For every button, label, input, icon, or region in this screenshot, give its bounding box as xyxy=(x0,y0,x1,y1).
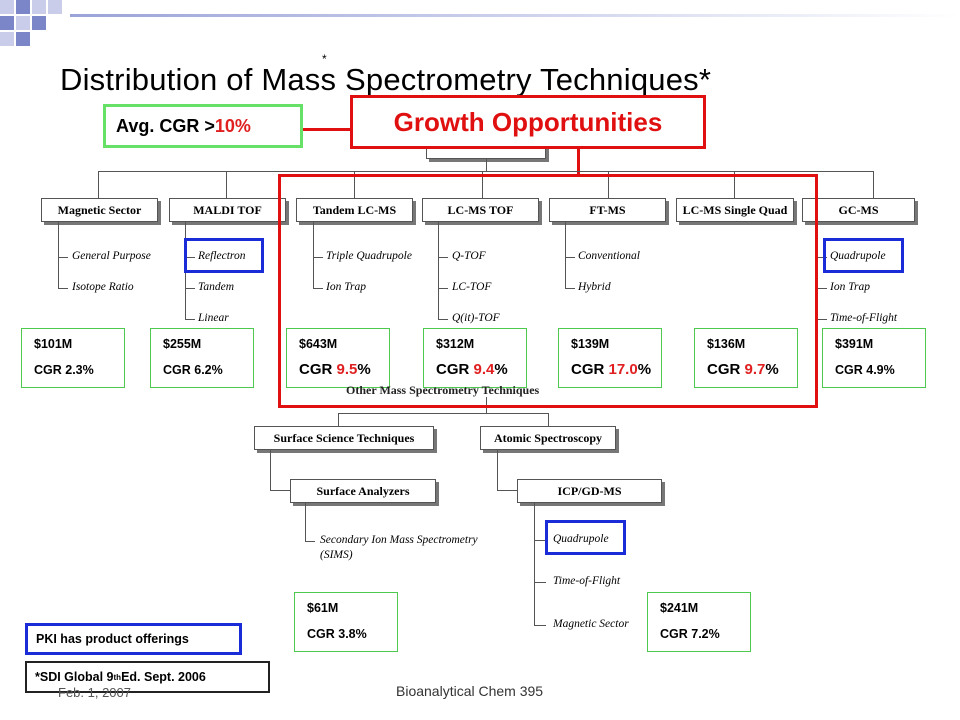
node-icp-gd-ms: ICP/GD-MS xyxy=(517,479,662,503)
footer-date: Feb. 1, 2007 xyxy=(58,685,131,700)
node-atomic-spectroscopy: Atomic Spectroscopy xyxy=(480,426,616,450)
sub-gc-time-of-flight: Time-of-Flight xyxy=(830,312,898,324)
value-lc-ms-single-quad: $136M CGR 9.7% xyxy=(694,328,798,388)
sub-icp-magnetic-sector: Magnetic Sector xyxy=(553,618,629,630)
sub-qit-tof: Q(it)-TOF xyxy=(452,312,500,324)
value-magnetic-sector: $101M CGR 2.3% xyxy=(21,328,125,388)
node-surface-science: Surface Science Techniques xyxy=(254,426,434,450)
sub-isotope-ratio: Isotope Ratio xyxy=(72,281,134,293)
value-tandem-lc-ms: $643M CGR 9.5% xyxy=(286,328,390,388)
node-lc-ms-tof: LC-MS TOF xyxy=(422,198,539,222)
title-marker: * xyxy=(322,52,327,66)
sub-sims-line1: Secondary Ion Mass Spectrometry xyxy=(320,534,478,546)
pki-highlight-gc-quadrupole xyxy=(823,238,904,273)
sub-triple-quadrupole: Triple Quadrupole xyxy=(326,250,412,262)
sub-sims-line2: (SIMS) xyxy=(320,549,353,561)
node-gc-ms: GC-MS xyxy=(802,198,915,222)
value-maldi-tof: $255M CGR 6.2% xyxy=(150,328,254,388)
sub-linear: Linear xyxy=(198,312,229,324)
value-surface: $61M CGR 3.8% xyxy=(294,592,398,652)
value-ft-ms: $139M CGR 17.0% xyxy=(558,328,662,388)
corner-decoration xyxy=(0,0,70,60)
sub-icp-quadrupole: Quadrupole xyxy=(553,533,609,545)
node-tandem-lc-ms: Tandem LC-MS xyxy=(296,198,413,222)
page-title: Distribution of Mass Spectrometry Techni… xyxy=(60,62,712,97)
node-ft-ms: FT-MS xyxy=(549,198,666,222)
value-lc-ms-tof: $312M CGR 9.4% xyxy=(423,328,527,388)
sub-general-purpose: General Purpose xyxy=(72,250,151,262)
node-lc-ms-single-quad: LC-MS Single Quad xyxy=(676,198,794,222)
node-magnetic-sector: Magnetic Sector xyxy=(41,198,158,222)
growth-frame xyxy=(278,174,818,408)
value-atomic: $241M CGR 7.2% xyxy=(647,592,751,652)
sub-ion-trap: Ion Trap xyxy=(326,281,366,293)
footer-course: Bioanalytical Chem 395 xyxy=(396,683,544,699)
pki-highlight-icp-quadrupole xyxy=(545,520,626,555)
avg-cgr-box: Avg. CGR >10% xyxy=(103,104,303,148)
sub-conventional: Conventional xyxy=(578,250,640,262)
value-gc-ms: $391M CGR 4.9% xyxy=(822,328,926,388)
growth-opportunities-label: Growth Opportunities xyxy=(350,95,706,149)
pki-legend: PKI has product offerings xyxy=(25,623,242,655)
sub-gc-ion-trap: Ion Trap xyxy=(830,281,870,293)
node-maldi-tof: MALDI TOF xyxy=(169,198,286,222)
sub-reflectron: Reflectron xyxy=(198,250,246,262)
sub-q-tof: Q-TOF xyxy=(452,250,486,262)
sub-hybrid: Hybrid xyxy=(578,281,611,293)
sub-tandem: Tandem xyxy=(198,281,234,293)
sub-lc-tof: LC-TOF xyxy=(452,281,492,293)
title-bar-gradient xyxy=(70,14,960,17)
node-surface-analyzers: Surface Analyzers xyxy=(290,479,436,503)
sub-icp-time-of-flight: Time-of-Flight xyxy=(553,575,621,587)
pki-highlight-reflectron xyxy=(184,238,264,273)
sub-gc-quadrupole: Quadrupole xyxy=(830,250,886,262)
other-techniques-label: Other Mass Spectrometry Techniques xyxy=(346,383,540,397)
